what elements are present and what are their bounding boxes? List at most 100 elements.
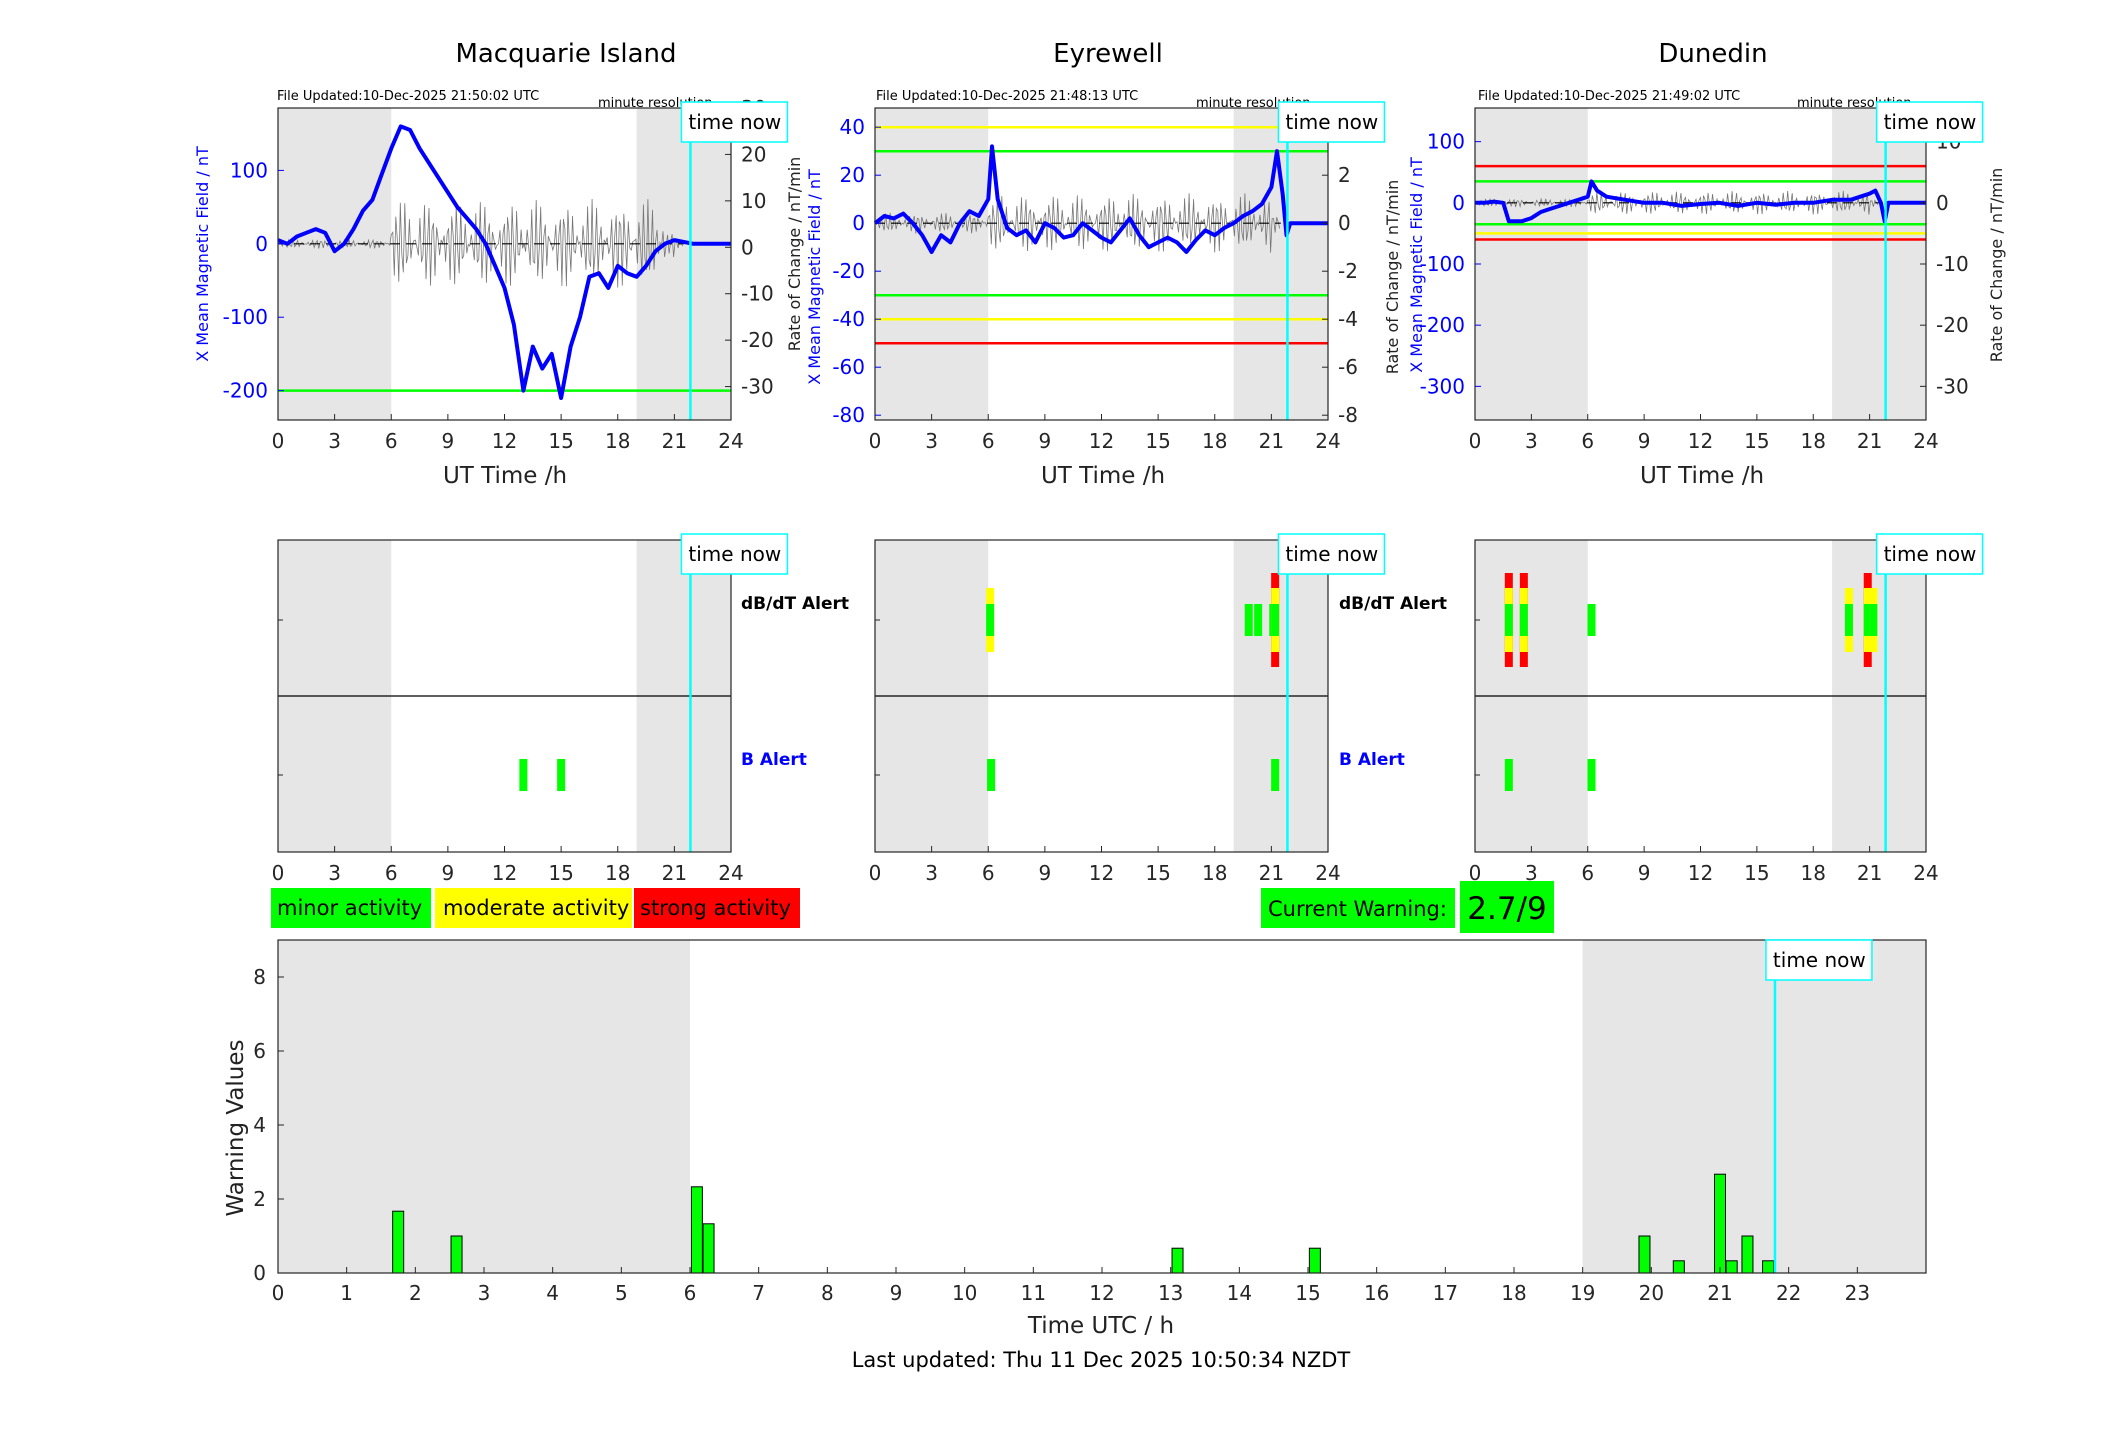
x-tick-label: 0 bbox=[272, 429, 285, 453]
x-axis-label: UT Time /h bbox=[443, 463, 567, 489]
x-tick-label: 21 bbox=[662, 429, 687, 453]
dbdt-alert-mark-minor bbox=[1504, 604, 1513, 636]
night-shading bbox=[1475, 108, 1588, 420]
y-tick-label: 4 bbox=[253, 1113, 266, 1137]
y-axis-label-left: X Mean Magnetic Field / nT bbox=[805, 169, 824, 385]
x-tick-label: 9 bbox=[890, 1281, 903, 1305]
station-panel-eyrewell: Eyrewell File Updated:10-Dec-2025 21:48:… bbox=[805, 39, 1402, 489]
x-tick-label: 18 bbox=[605, 861, 630, 885]
x-tick-label: 16 bbox=[1364, 1281, 1389, 1305]
b-alert-mark-minor bbox=[1504, 759, 1513, 791]
y-tick-label-right: 20 bbox=[741, 142, 766, 166]
x-axis-label: UT Time /h bbox=[1640, 463, 1764, 489]
y-tick-label-left: -20 bbox=[832, 259, 865, 283]
y-tick-label-right: -20 bbox=[1936, 313, 1969, 337]
y-tick-label-left: -40 bbox=[832, 307, 865, 331]
x-axis-label: UT Time /h bbox=[1041, 463, 1165, 489]
x-tick-label: 15 bbox=[1295, 1281, 1320, 1305]
magnetic-field-line bbox=[1475, 179, 1926, 224]
y-tick-label-right: 2 bbox=[1338, 163, 1351, 187]
dbdt-alert-label: dB/dT Alert bbox=[741, 594, 849, 614]
file-updated-text: File Updated:10-Dec-2025 21:48:13 UTC bbox=[876, 89, 1138, 104]
y-tick-label-right: -8 bbox=[1338, 403, 1358, 427]
file-updated-text: File Updated:10-Dec-2025 21:49:02 UTC bbox=[1478, 89, 1740, 104]
x-tick-label: 19 bbox=[1570, 1281, 1595, 1305]
bar-plot-area: 0 1 2 3 4 5 6 7 8 9 10 11 12 13 14 15 16 17 18 19 20 21 22 2302… bbox=[253, 939, 1927, 1305]
x-tick-label: 18 bbox=[1801, 861, 1826, 885]
warning-bar bbox=[1741, 1235, 1754, 1274]
x-tick-label: 21 bbox=[1259, 861, 1284, 885]
alert-panel-eyrewell: 0 3 6 9 12 15 18 21 24 time now dB/dT Alert B Ale… bbox=[869, 533, 1447, 885]
night-shading bbox=[278, 108, 392, 420]
y-axis-label-left: X Mean Magnetic Field / nT bbox=[193, 146, 212, 362]
x-tick-label: 0 bbox=[272, 861, 285, 885]
x-tick-label: 15 bbox=[548, 429, 573, 453]
dbdt-alert-mark-minor bbox=[1844, 604, 1853, 636]
y-tick-label-left: 100 bbox=[1427, 130, 1465, 154]
x-tick-label: 13 bbox=[1158, 1281, 1183, 1305]
x-axis-label: Time UTC / h bbox=[1027, 1313, 1174, 1339]
panel-title: Macquarie Island bbox=[455, 39, 676, 69]
x-tick-label: 3 bbox=[478, 1281, 491, 1305]
y-tick-label-left: -60 bbox=[832, 355, 865, 379]
y-tick-label: 2 bbox=[253, 1187, 266, 1211]
x-tick-label: 0 bbox=[869, 429, 882, 453]
current-warning-value: 2.7/9 bbox=[1467, 891, 1546, 927]
current-warning-label-box bbox=[1261, 888, 1455, 928]
y-tick-label-left: 40 bbox=[840, 115, 865, 139]
y-tick-label: 0 bbox=[253, 1261, 266, 1285]
warning-bar bbox=[1762, 1260, 1775, 1274]
panel-title: Dunedin bbox=[1658, 39, 1767, 69]
x-tick-label: 12 bbox=[1089, 1281, 1114, 1305]
last-updated-text: Last updated: Thu 11 Dec 2025 10:50:34 N… bbox=[852, 1348, 1351, 1372]
y-tick-label-right: -2 bbox=[1338, 259, 1358, 283]
x-tick-label: 9 bbox=[442, 429, 455, 453]
y-tick-label-left: 0 bbox=[255, 232, 268, 256]
y-tick-label-left: -300 bbox=[1420, 374, 1465, 398]
activity-legend: minor activity moderate activity strong … bbox=[271, 888, 800, 928]
dbdt-alert-mark-minor bbox=[1587, 604, 1596, 636]
x-tick-label: 9 bbox=[1039, 861, 1052, 885]
file-updated-text: File Updated:10-Dec-2025 21:50:02 UTC bbox=[277, 89, 539, 104]
x-tick-label: 12 bbox=[1688, 861, 1713, 885]
warning-bar bbox=[690, 1186, 703, 1274]
dbdt-alert-mark-minor bbox=[1863, 604, 1872, 636]
dbdt-alert-label: dB/dT Alert bbox=[1339, 594, 1447, 614]
y-tick-label-left: 0 bbox=[1452, 191, 1465, 215]
x-tick-label: 24 bbox=[1315, 861, 1340, 885]
y-axis-label-right: Rate of Change / nT/min bbox=[1383, 180, 1402, 375]
night-shading bbox=[1582, 940, 1926, 1273]
x-tick-label: 18 bbox=[1501, 1281, 1526, 1305]
field-plot-area: 0 3 6 9 12 15 18 21 24-200-1000100-30-20-1001020… bbox=[223, 96, 789, 453]
y-axis-label-left: X Mean Magnetic Field / nT bbox=[1407, 157, 1426, 373]
time-now-box bbox=[1875, 533, 1984, 575]
x-tick-label: 2 bbox=[409, 1281, 422, 1305]
x-tick-label: 21 bbox=[1707, 1281, 1732, 1305]
x-tick-label: 24 bbox=[1913, 861, 1938, 885]
current-warning-label: Current Warning: bbox=[1268, 897, 1447, 921]
b-alert-mark-minor bbox=[519, 759, 528, 791]
x-tick-label: 0 bbox=[869, 861, 882, 885]
x-tick-label: 6 bbox=[385, 429, 398, 453]
night-shading bbox=[636, 108, 731, 420]
x-tick-label: 15 bbox=[1145, 429, 1170, 453]
time-now-box bbox=[1875, 101, 1984, 143]
y-axis-label-right: Rate of Change / nT/min bbox=[785, 157, 804, 352]
warning-bar bbox=[392, 1210, 405, 1274]
y-tick-label-left: 20 bbox=[840, 163, 865, 187]
magnetic-field-line bbox=[277, 124, 731, 400]
night-shading bbox=[1233, 108, 1328, 420]
b-alert-label: B Alert bbox=[1339, 750, 1405, 770]
station-panel-dunedin: Dunedin File Updated:10-Dec-2025 21:49:0… bbox=[1407, 39, 2006, 489]
x-tick-label: 6 bbox=[982, 861, 995, 885]
warning-bar bbox=[1672, 1260, 1685, 1274]
y-tick-label-right: 10 bbox=[741, 189, 766, 213]
y-tick-label-right: 0 bbox=[1936, 191, 1949, 215]
y-tick-label-right: -20 bbox=[741, 328, 774, 352]
b-alert-mark-minor bbox=[557, 759, 566, 791]
y-tick-label-right: -30 bbox=[1936, 374, 1969, 398]
dbdt-alert-mark-minor bbox=[1244, 604, 1253, 636]
x-tick-label: 12 bbox=[492, 429, 517, 453]
y-tick-label-left: -100 bbox=[1420, 252, 1465, 276]
y-tick-label-left: -200 bbox=[1420, 313, 1465, 337]
